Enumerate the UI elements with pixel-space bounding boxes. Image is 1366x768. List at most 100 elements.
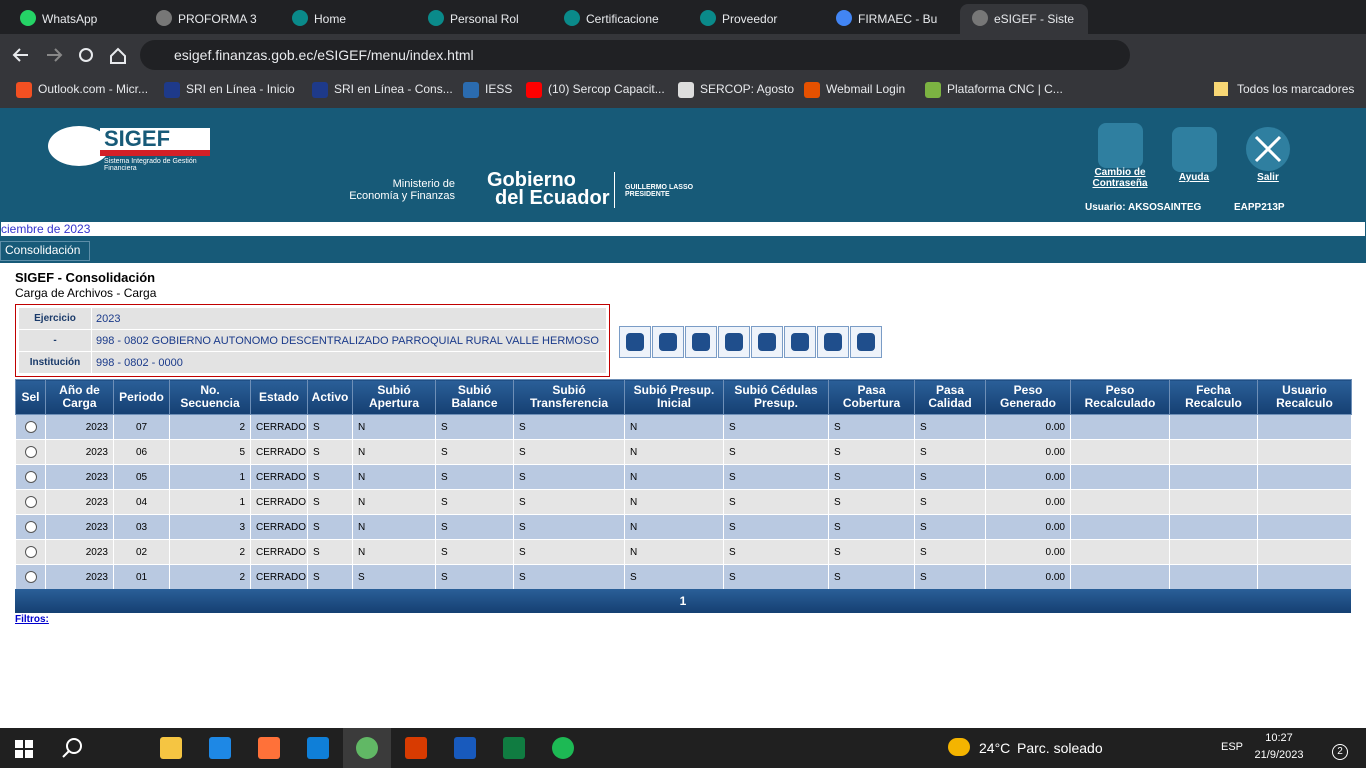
notifications[interactable]: 2 <box>1332 744 1348 760</box>
column-header: Usuario Recalculo <box>1258 380 1352 415</box>
header-row: SelAño de CargaPeriodoNo. SecuenciaEstad… <box>16 380 1352 415</box>
radio[interactable] <box>25 496 37 508</box>
tool-glyph <box>659 333 677 351</box>
table-row: 2023072CERRADOSNSSNSSS0.00 <box>16 415 1352 440</box>
table-cell: S <box>514 515 625 540</box>
table-cell: CERRADO <box>251 440 308 465</box>
tool-button[interactable] <box>751 326 783 358</box>
header-action[interactable]: Cambio de Contraseña <box>1088 167 1152 189</box>
table-row: 2023041CERRADOSNSSNSSS0.00 <box>16 490 1352 515</box>
column-header: Fecha Recalculo <box>1170 380 1258 415</box>
table-cell: S <box>308 415 353 440</box>
column-header: Estado <box>251 380 308 415</box>
bookmark[interactable]: IESS <box>485 82 512 96</box>
table-cell: S <box>915 465 986 490</box>
table-cell: S <box>724 490 829 515</box>
radio[interactable] <box>25 546 37 558</box>
column-header: Sel <box>16 380 46 415</box>
exit-icon[interactable] <box>1246 127 1291 172</box>
tool-button[interactable] <box>718 326 750 358</box>
table-cell: N <box>353 415 436 440</box>
bookmark[interactable]: (10) Sercop Capacit... <box>548 82 665 96</box>
tool-glyph <box>725 333 743 351</box>
table-cell: S <box>308 490 353 515</box>
taskbar-app[interactable] <box>405 737 427 759</box>
help-icon[interactable] <box>1172 127 1217 172</box>
table-cell <box>1071 490 1170 515</box>
taskbar-app[interactable] <box>258 737 280 759</box>
table-cell <box>1170 540 1258 565</box>
info-row: Institución998 - 0802 - 0000 <box>19 352 607 374</box>
column-header: Pasa Calidad <box>915 380 986 415</box>
table-cell: 2023 <box>46 565 114 590</box>
select-cell <box>16 415 46 440</box>
table-cell: S <box>724 565 829 590</box>
tab-icon <box>564 10 580 26</box>
taskbar-app[interactable] <box>552 737 574 759</box>
tool-button[interactable] <box>784 326 816 358</box>
table-cell: S <box>308 540 353 565</box>
home[interactable] <box>111 49 125 63</box>
password-icon[interactable] <box>1098 123 1143 168</box>
radio[interactable] <box>25 571 37 583</box>
table-cell: 03 <box>114 515 170 540</box>
tool-button[interactable] <box>850 326 882 358</box>
column-header: Subió Cédulas Presup. <box>724 380 829 415</box>
table-cell: S <box>724 415 829 440</box>
reload[interactable] <box>80 49 92 61</box>
radio[interactable] <box>25 446 37 458</box>
table-cell <box>1170 465 1258 490</box>
bookmark[interactable]: SRI en Línea - Cons... <box>334 82 453 96</box>
header-action[interactable]: Salir <box>1236 172 1300 183</box>
bookmark[interactable]: Outlook.com - Micr... <box>38 82 148 96</box>
forward[interactable] <box>47 49 61 61</box>
table-cell: S <box>436 465 514 490</box>
tool-button[interactable] <box>685 326 717 358</box>
table-cell <box>1258 515 1352 540</box>
table-cell: S <box>724 440 829 465</box>
tab-icon <box>428 10 444 26</box>
menu-item[interactable]: Consolidación <box>0 241 90 261</box>
column-header: Activo <box>308 380 353 415</box>
table-cell: 0.00 <box>986 490 1071 515</box>
select-cell <box>16 515 46 540</box>
all-bookmarks[interactable]: Todos los marcadores <box>1237 82 1354 96</box>
bookmark[interactable]: Plataforma CNC | C... <box>947 82 1063 96</box>
table-cell: S <box>514 440 625 465</box>
divider <box>614 172 615 208</box>
bookmark[interactable]: Webmail Login <box>826 82 905 96</box>
radio[interactable] <box>25 471 37 483</box>
tool-button[interactable] <box>652 326 684 358</box>
taskbar-app[interactable] <box>307 737 329 759</box>
taskbar-app[interactable] <box>503 737 525 759</box>
tool-glyph <box>791 333 809 351</box>
table-cell: S <box>625 565 724 590</box>
start-button[interactable] <box>15 740 33 758</box>
table-cell: S <box>915 415 986 440</box>
taskbar-app[interactable] <box>454 737 476 759</box>
back[interactable] <box>14 49 28 61</box>
info-value: 998 - 0802 GOBIERNO AUTONOMO DESCENTRALI… <box>92 330 607 352</box>
search-button[interactable] <box>62 737 84 759</box>
radio[interactable] <box>25 421 37 433</box>
taskbar-app[interactable] <box>209 737 231 759</box>
bookmark[interactable]: SRI en Línea - Inicio <box>186 82 295 96</box>
table-cell: S <box>915 565 986 590</box>
logo-stripe <box>100 150 210 156</box>
select-cell <box>16 440 46 465</box>
tool-button[interactable] <box>619 326 651 358</box>
bookmark-icon <box>164 82 180 98</box>
data-table: SelAño de CargaPeriodoNo. SecuenciaEstad… <box>15 379 1352 590</box>
table-cell: N <box>353 515 436 540</box>
table-cell: 2023 <box>46 515 114 540</box>
header-action[interactable]: Ayuda <box>1162 172 1226 183</box>
table-cell: S <box>829 440 915 465</box>
table-cell: S <box>514 565 625 590</box>
bookmark[interactable]: SERCOP: Agosto <box>700 82 794 96</box>
filters-link[interactable]: Filtros: <box>15 614 49 625</box>
tool-button[interactable] <box>817 326 849 358</box>
taskbar-app[interactable] <box>160 737 182 759</box>
pagination[interactable]: 1 <box>15 589 1351 613</box>
radio[interactable] <box>25 521 37 533</box>
